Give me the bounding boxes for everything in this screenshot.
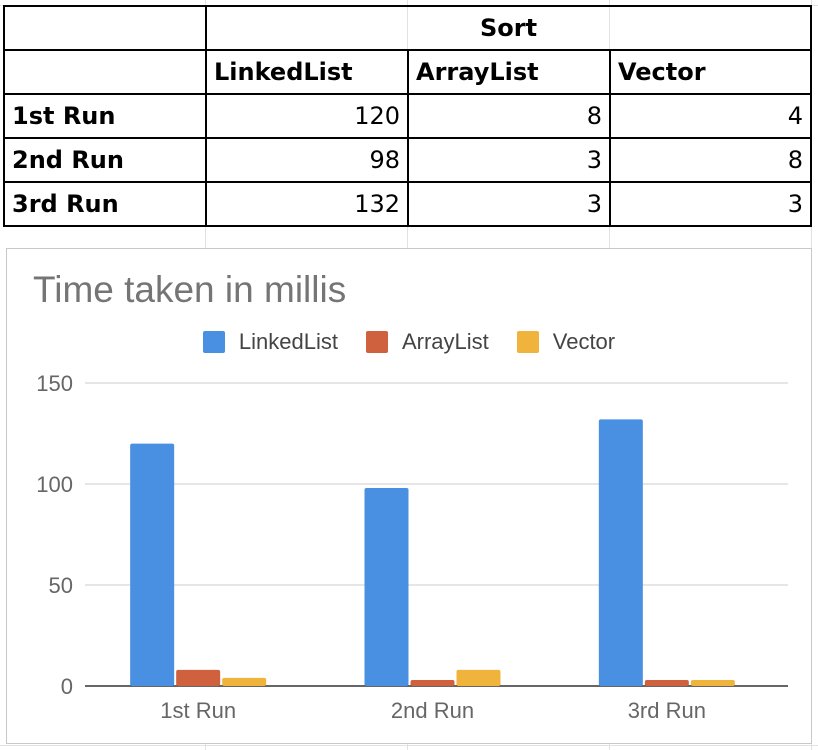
bar-vector-1[interactable]	[222, 677, 267, 686]
legend-item-arraylist[interactable]: ArrayList	[365, 329, 489, 355]
legend-swatch	[202, 331, 225, 353]
legend-item-vector[interactable]: Vector	[516, 329, 616, 355]
bar-vector-2[interactable]	[456, 669, 501, 686]
header-blank-cell[interactable]	[3, 49, 207, 95]
chart-legend: LinkedList ArrayList Vector	[7, 329, 811, 355]
x-tick-label: 2nd Run	[391, 698, 474, 723]
value-cell[interactable]: 120	[205, 93, 409, 139]
group-header-cell[interactable]: Sort	[205, 5, 812, 51]
value-cell[interactable]: 8	[609, 137, 812, 183]
legend-label: LinkedList	[238, 329, 338, 354]
value-cell[interactable]: 8	[407, 93, 611, 139]
table-row: 2nd Run 98 3 8	[3, 137, 812, 183]
bar-chart-plot: 0 50 100 150 1st Run 2nd Run 3rd Run	[36, 371, 788, 723]
column-header-linkedlist[interactable]: LinkedList	[205, 49, 409, 95]
row-label-cell[interactable]: 2nd Run	[3, 137, 207, 183]
row-label-cell[interactable]: 1st Run	[3, 93, 207, 139]
column-header-vector[interactable]: Vector	[609, 49, 812, 95]
x-tick-label: 3rd Run	[628, 698, 706, 723]
y-tick-label: 100	[36, 472, 73, 497]
table-row: 1st Run 120 8 4	[3, 93, 812, 139]
y-tick-label: 150	[36, 371, 73, 396]
table-corner-cell[interactable]	[3, 5, 207, 51]
legend-swatch	[516, 331, 539, 353]
value-cell[interactable]: 132	[205, 181, 409, 227]
legend-label: Vector	[552, 329, 616, 354]
row-label-cell[interactable]: 3rd Run	[3, 181, 207, 227]
table-row: 3rd Run 132 3 3	[3, 181, 812, 227]
bar-vector-3[interactable]	[690, 679, 735, 686]
bar-arraylist-3[interactable]	[644, 679, 689, 686]
bar-linkedlist-2[interactable]	[364, 488, 409, 686]
data-table: Sort LinkedList ArrayList Vector 1st Run…	[3, 5, 812, 227]
value-cell[interactable]: 3	[407, 181, 611, 227]
column-header-arraylist[interactable]: ArrayList	[407, 49, 611, 95]
legend-swatch	[365, 331, 388, 353]
value-cell[interactable]: 3	[407, 137, 611, 183]
y-tick-label: 50	[49, 573, 73, 598]
chart-panel[interactable]: Time taken in millis LinkedList ArrayLis…	[6, 248, 812, 744]
legend-item-linkedlist[interactable]: LinkedList	[202, 329, 338, 355]
value-cell[interactable]: 4	[609, 93, 812, 139]
legend-label: ArrayList	[401, 329, 489, 354]
bar-arraylist-2[interactable]	[410, 679, 455, 686]
chart-title: Time taken in millis	[33, 269, 347, 310]
value-cell[interactable]: 3	[609, 181, 812, 227]
x-tick-label: 1st Run	[160, 698, 236, 723]
table-row-column-headers: LinkedList ArrayList Vector	[3, 49, 812, 95]
table-row-group-header: Sort	[3, 5, 812, 51]
bar-linkedlist-1[interactable]	[130, 443, 175, 686]
y-tick-label: 0	[61, 674, 73, 699]
bar-arraylist-1[interactable]	[176, 669, 221, 686]
bar-linkedlist-3[interactable]	[598, 419, 643, 686]
value-cell[interactable]: 98	[205, 137, 409, 183]
